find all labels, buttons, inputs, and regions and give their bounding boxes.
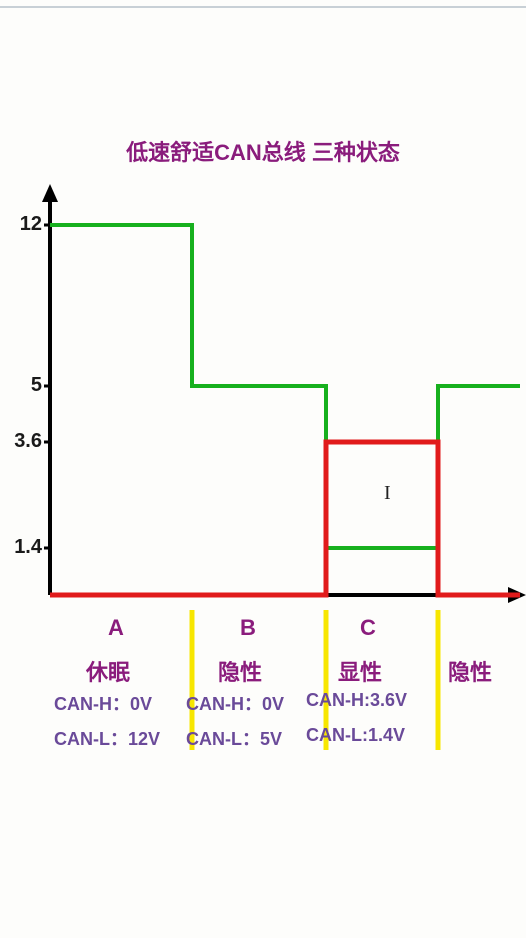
- region-state-A: 休眠: [86, 655, 130, 687]
- region-canh-A: CAN-H：0V: [54, 690, 152, 716]
- text-cursor-icon: I: [384, 482, 391, 505]
- region-state-C: 显性: [338, 655, 382, 687]
- region-canh-C: CAN-H:3.6V: [306, 690, 407, 711]
- region-letter-C: C: [348, 615, 388, 641]
- region-canl-C: CAN-L:1.4V: [306, 725, 405, 746]
- region-letter-A: A: [96, 615, 136, 641]
- region-letter-B: B: [228, 615, 268, 641]
- region-state-B: 隐性: [218, 655, 262, 687]
- can-h-waveform: [50, 442, 520, 595]
- y-tick-label: 3.6: [2, 430, 42, 453]
- region-canl-B: CAN-L：5V: [186, 725, 282, 751]
- region-state-D: 隐性: [448, 655, 492, 687]
- waveform-chart: [0, 0, 526, 938]
- region-canh-B: CAN-H：0V: [186, 690, 284, 716]
- region-canl-A: CAN-L：12V: [54, 725, 160, 751]
- y-tick-label: 1.4: [2, 536, 42, 559]
- can-l-waveform: [50, 225, 520, 548]
- y-tick-label: 5: [2, 374, 42, 397]
- y-tick-label: 12: [2, 213, 42, 236]
